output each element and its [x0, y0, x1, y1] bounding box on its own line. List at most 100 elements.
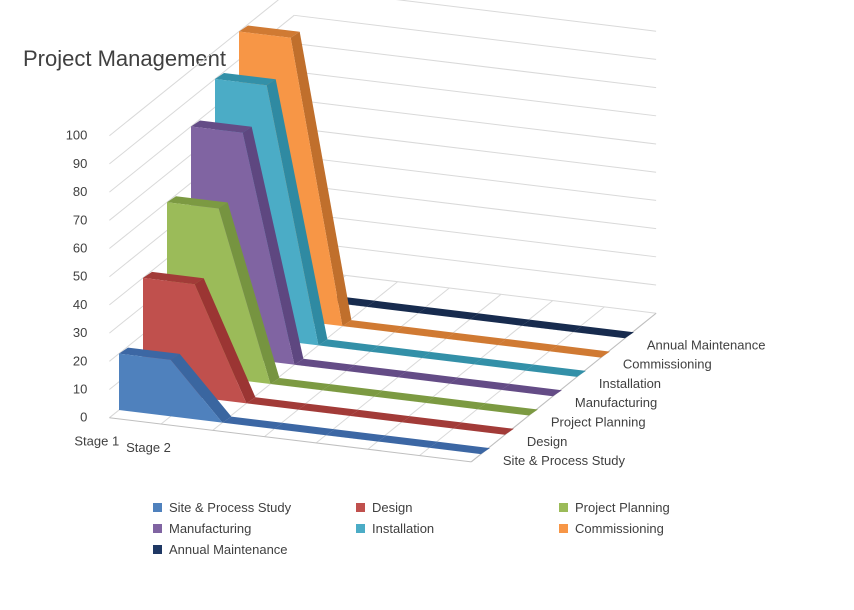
- legend-item: Project Planning: [559, 500, 670, 515]
- y-tick-label: 80: [73, 184, 87, 199]
- series-top-face: [370, 345, 431, 358]
- y-tick-label: 20: [73, 353, 87, 368]
- series-top-face: [366, 300, 428, 314]
- series-top-face: [418, 307, 479, 320]
- series-axis-label: Manufacturing: [575, 395, 657, 410]
- gridline-back: [294, 43, 657, 89]
- legend-swatch: [153, 524, 162, 533]
- series-top-face: [274, 422, 335, 436]
- series-front-face: [191, 126, 553, 397]
- series-5: [239, 25, 610, 358]
- series-top-face: [477, 403, 538, 416]
- series-top-face: [167, 196, 228, 209]
- series-axis-label: Site & Process Study: [503, 453, 626, 468]
- series-top-face: [325, 429, 387, 442]
- y-tick-label: 70: [73, 212, 87, 227]
- series-top-face: [322, 384, 383, 397]
- legend-item: Site & Process Study: [153, 500, 291, 515]
- series-front-face: [215, 79, 577, 377]
- series-top-face: [246, 397, 308, 410]
- series-layer: [119, 25, 634, 455]
- y-tick-label: 90: [73, 156, 87, 171]
- series-top-face: [549, 345, 610, 358]
- legend-label: Installation: [372, 521, 435, 536]
- series-top-face: [421, 352, 483, 365]
- series-top-face: [397, 371, 459, 384]
- legend-label: Site & Process Study: [169, 500, 292, 515]
- series-top-face: [218, 202, 280, 384]
- y-tick-label: 60: [73, 241, 87, 256]
- series-top-face: [346, 365, 407, 378]
- series-top-face: [239, 25, 300, 38]
- series-top-face: [373, 390, 435, 403]
- series-top-face: [501, 383, 562, 397]
- x-tick-label: Stage 1: [74, 434, 119, 449]
- legend-swatch: [356, 524, 365, 533]
- legend-label: Manufacturing: [169, 521, 252, 536]
- series-top-face: [215, 73, 276, 86]
- legend-item: Manufacturing: [153, 521, 251, 536]
- series-top-face: [143, 271, 204, 285]
- series-top-face: [266, 79, 328, 346]
- series-front-face: [143, 277, 505, 435]
- legend-item: Commissioning: [559, 521, 664, 536]
- series-top-face: [449, 377, 511, 390]
- series-top-face: [425, 396, 487, 410]
- gridline-back: [294, 268, 657, 314]
- gridline-back: [294, 184, 657, 230]
- gridline-back: [294, 212, 657, 258]
- legend-label: Annual Maintenance: [169, 542, 288, 557]
- x-tick-label: Stage 2: [126, 440, 171, 455]
- series-axis-label: Annual Maintenance: [647, 337, 766, 352]
- y-tick-label: 100: [66, 128, 88, 143]
- series-top-face: [119, 347, 180, 360]
- series-top-face: [469, 313, 531, 326]
- series-top-face: [342, 320, 404, 333]
- chart-title: Project Management: [23, 46, 226, 71]
- series-4: [215, 73, 586, 377]
- series-top-face: [473, 358, 535, 371]
- series-top-face: [401, 416, 463, 429]
- series-top-face: [222, 416, 284, 429]
- legend-label: Commissioning: [575, 521, 664, 536]
- series-axis-label: Project Planning: [551, 415, 646, 430]
- legend-swatch: [153, 545, 162, 554]
- series-top-face: [377, 435, 439, 448]
- series-front-face: [167, 202, 529, 416]
- series-top-face: [170, 353, 232, 423]
- series-2: [167, 196, 538, 416]
- series-top-face: [497, 339, 559, 352]
- series-front-face: [119, 353, 481, 455]
- legend-swatch: [559, 503, 568, 512]
- legend-swatch: [356, 503, 365, 512]
- series-top-face: [298, 403, 359, 416]
- gridline-back: [294, 240, 657, 286]
- series-axis-label: Design: [527, 434, 567, 449]
- series-top-face: [521, 319, 583, 332]
- gridline-back: [294, 14, 657, 60]
- gridline-back: [294, 71, 657, 117]
- series-top-face: [194, 278, 256, 404]
- series-top-face: [429, 441, 490, 455]
- gridline-back: [294, 155, 657, 201]
- series-top-face: [573, 326, 634, 339]
- series-axis-label: Installation: [599, 376, 661, 391]
- legend-item: Design: [356, 500, 412, 515]
- y-tick-label: 0: [80, 410, 87, 425]
- series-top-face: [394, 326, 455, 339]
- series-top-face: [242, 126, 304, 365]
- series-3: [191, 120, 562, 397]
- y-tick-label: 30: [73, 325, 87, 340]
- gridline-back: [294, 99, 657, 145]
- gridline-side: [109, 0, 279, 137]
- series-top-face: [191, 120, 252, 133]
- labels: 0 10 20 30 40 50 60 70 80 90 100 Stage 1 Stage 2 Annu…: [66, 128, 766, 468]
- y-tick-label: 40: [73, 297, 87, 312]
- series-top-face: [525, 364, 586, 377]
- legend-label: Project Planning: [575, 500, 670, 515]
- legend-swatch: [153, 503, 162, 512]
- legend-item: Annual Maintenance: [153, 542, 288, 557]
- series-axis-label: Commissioning: [623, 357, 712, 372]
- series-1: [143, 271, 514, 435]
